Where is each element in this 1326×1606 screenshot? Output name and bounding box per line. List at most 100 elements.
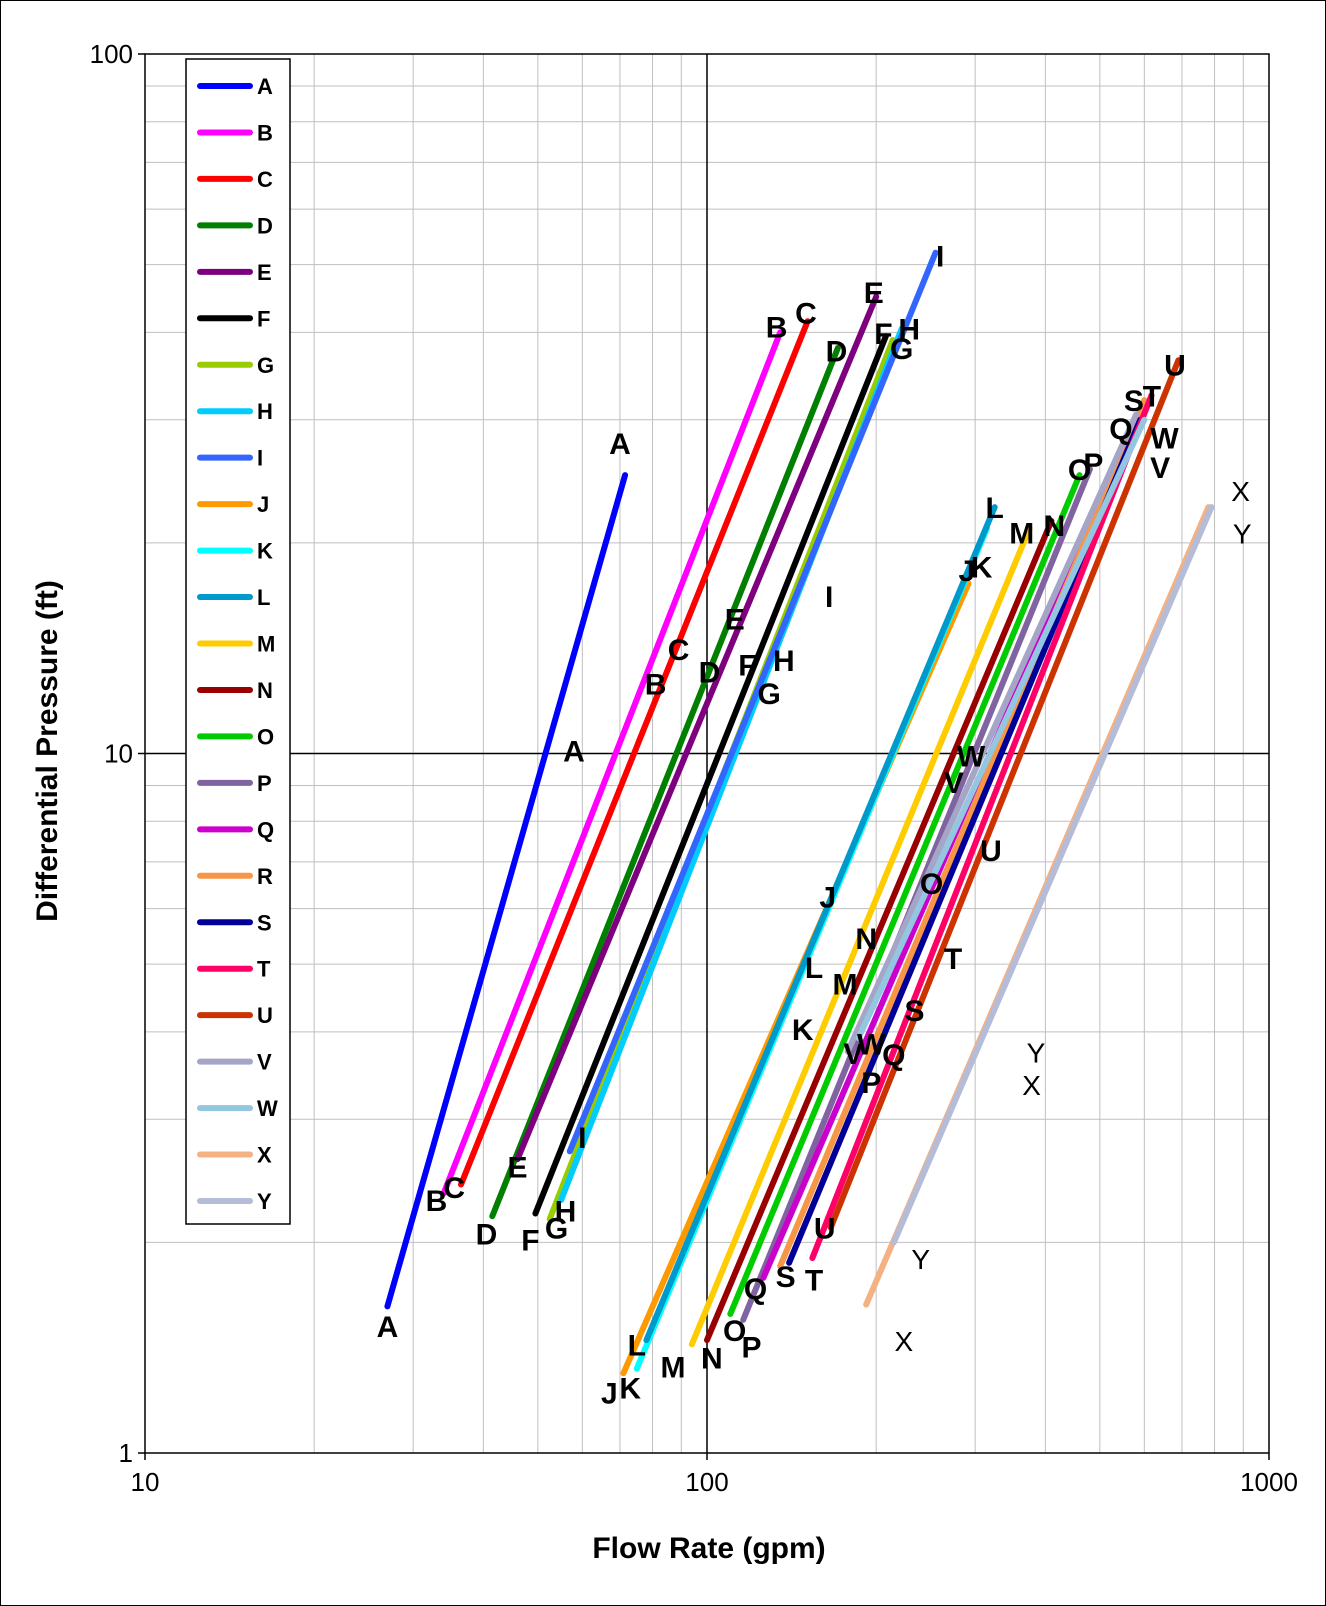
point-label-w: W: [957, 741, 986, 774]
point-label-t: T: [944, 943, 962, 976]
x-tick-label: 100: [685, 1467, 728, 1497]
point-label-u: U: [980, 835, 1002, 868]
series-line-v: [844, 411, 1139, 1055]
point-label-u: U: [1164, 349, 1186, 382]
series-line-f: [532, 333, 889, 1217]
point-label-i: I: [936, 241, 944, 274]
point-label-c: C: [443, 1172, 465, 1205]
point-label-j: J: [601, 1378, 618, 1411]
point-label-s: S: [1124, 385, 1144, 418]
legend-label-e: E: [257, 260, 272, 285]
point-label-q: Q: [882, 1039, 905, 1072]
legend-label-p: P: [257, 771, 272, 796]
legend-label-n: N: [257, 678, 273, 703]
point-label-v: V: [944, 767, 964, 800]
point-label-y: Y: [911, 1244, 930, 1275]
legend-label-s: S: [257, 910, 272, 935]
series-line-i: [566, 249, 939, 1155]
point-label-b: B: [426, 1185, 448, 1218]
point-label-n: N: [1043, 510, 1065, 543]
y-tick-label: 1: [119, 1438, 133, 1468]
point-label-p: P: [861, 1067, 881, 1100]
point-label-e: E: [507, 1151, 527, 1184]
grid: [144, 53, 1270, 1454]
series-line-o: [727, 472, 1083, 1317]
legend-label-u: U: [257, 1003, 273, 1028]
point-label-g: G: [758, 678, 781, 711]
point-label-k: K: [619, 1373, 641, 1406]
series-line-c: [458, 318, 811, 1188]
point-label-x: X: [1022, 1070, 1041, 1101]
point-label-d: D: [476, 1218, 498, 1251]
x-tick-label: 1000: [1240, 1467, 1298, 1497]
point-label-e: E: [725, 603, 745, 636]
legend-label-x: X: [257, 1143, 272, 1168]
point-label-l: L: [628, 1329, 646, 1362]
point-label-h: H: [555, 1196, 577, 1229]
point-label-o: O: [1068, 454, 1091, 487]
point-label-m: M: [661, 1351, 686, 1384]
legend-label-r: R: [257, 864, 273, 889]
point-label-t: T: [1143, 380, 1161, 413]
point-label-a: A: [563, 736, 585, 769]
point-label-c: C: [668, 634, 690, 667]
point-label-n: N: [855, 923, 877, 956]
point-label-x: X: [1231, 476, 1250, 507]
point-label-m: M: [1009, 518, 1034, 551]
point-label-w: W: [1150, 423, 1179, 456]
series-line-m: [688, 525, 1033, 1348]
point-label-g: G: [545, 1213, 568, 1246]
point-label-b: B: [645, 668, 667, 701]
point-label-t: T: [805, 1265, 823, 1298]
legend-label-h: H: [257, 399, 273, 424]
point-labels-layer: AAABBBCCCDDDEEEFFFGGGHHHIIIJJJKKKLLLMMMN…: [377, 241, 1252, 1411]
legend-label-b: B: [257, 120, 273, 145]
point-label-h: H: [773, 645, 795, 678]
point-label-l: L: [805, 952, 823, 985]
point-label-k: K: [792, 1014, 814, 1047]
legend-label-w: W: [257, 1096, 278, 1121]
point-label-l: L: [986, 492, 1004, 525]
point-label-s: S: [776, 1261, 796, 1294]
point-label-o: O: [920, 868, 943, 901]
legend-label-i: I: [257, 446, 263, 471]
series-line-l: [643, 504, 998, 1344]
series-line-e: [514, 293, 880, 1163]
point-label-q: Q: [744, 1273, 767, 1306]
point-label-o: O: [723, 1315, 746, 1348]
point-label-d: D: [826, 335, 848, 368]
series-line-a: [384, 472, 629, 1310]
point-label-h: H: [898, 314, 920, 347]
series-line-u: [827, 357, 1182, 1231]
point-label-q: Q: [1109, 413, 1132, 446]
point-label-m: M: [833, 969, 858, 1002]
legend-label-g: G: [257, 353, 274, 378]
series-line-w: [855, 416, 1148, 1041]
point-label-i: I: [578, 1122, 586, 1155]
point-label-p: P: [1083, 448, 1103, 481]
point-label-y: Y: [1027, 1038, 1046, 1069]
legend-label-o: O: [257, 724, 274, 749]
y-tick-label: 100: [90, 39, 133, 69]
y-axis-title: Differential Pressure (ft): [31, 580, 64, 922]
legend-label-k: K: [257, 539, 273, 564]
point-label-w: W: [857, 1029, 886, 1062]
point-label-f: F: [521, 1224, 539, 1257]
legend-label-j: J: [257, 492, 269, 517]
series-line-d: [489, 344, 841, 1220]
point-label-a: A: [609, 428, 631, 461]
point-label-s: S: [904, 995, 924, 1028]
point-label-f: F: [738, 650, 756, 683]
x-axis-title: Flow Rate (gpm): [592, 1532, 825, 1565]
legend-label-v: V: [257, 1050, 272, 1075]
point-label-v: V: [1150, 452, 1170, 485]
legend-label-c: C: [257, 167, 273, 192]
legend-label-d: D: [257, 213, 273, 238]
point-label-b: B: [766, 311, 788, 344]
point-label-j: J: [959, 555, 976, 588]
y-tick-label: 10: [104, 739, 133, 769]
series-line-t: [809, 392, 1155, 1261]
